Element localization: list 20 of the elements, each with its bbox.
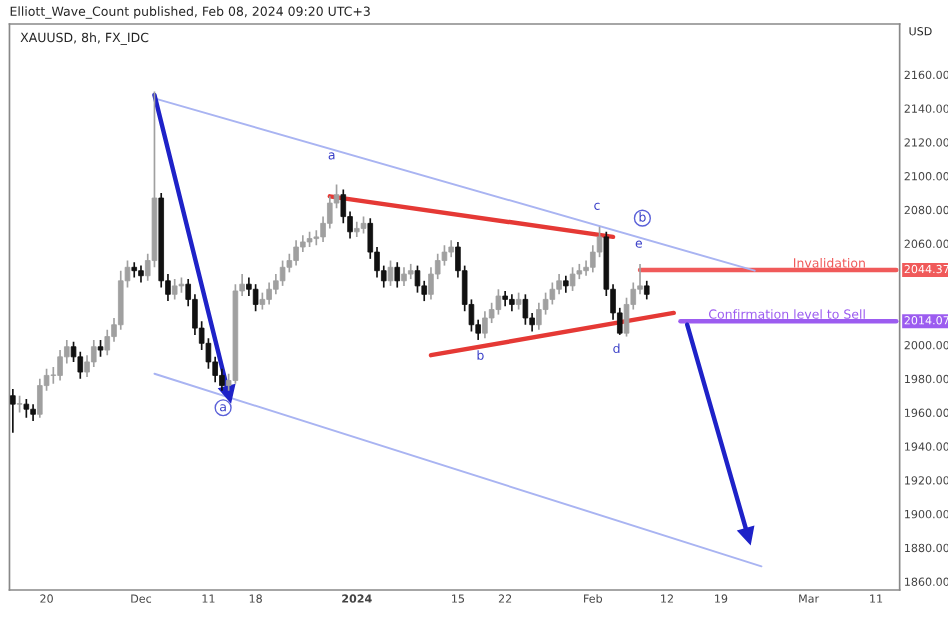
candlestick bbox=[23, 398, 30, 419]
candlestick bbox=[252, 283, 259, 313]
candlestick bbox=[279, 259, 286, 287]
candlestick bbox=[414, 264, 421, 294]
candlestick bbox=[522, 293, 529, 326]
candlestick bbox=[482, 310, 488, 340]
candlestick bbox=[37, 377, 43, 419]
candlestick bbox=[401, 266, 407, 287]
candlestick bbox=[77, 350, 84, 380]
candlestick bbox=[394, 261, 401, 289]
candlestick bbox=[556, 273, 562, 296]
candlestick bbox=[495, 288, 502, 316]
candlestick bbox=[171, 278, 178, 301]
candlestick bbox=[266, 281, 272, 306]
candlestick bbox=[536, 301, 542, 331]
candlestick bbox=[569, 266, 576, 292]
candlestick bbox=[643, 279, 650, 301]
candlestick bbox=[293, 239, 299, 267]
candlestick bbox=[387, 259, 394, 287]
candlestick bbox=[10, 388, 16, 434]
